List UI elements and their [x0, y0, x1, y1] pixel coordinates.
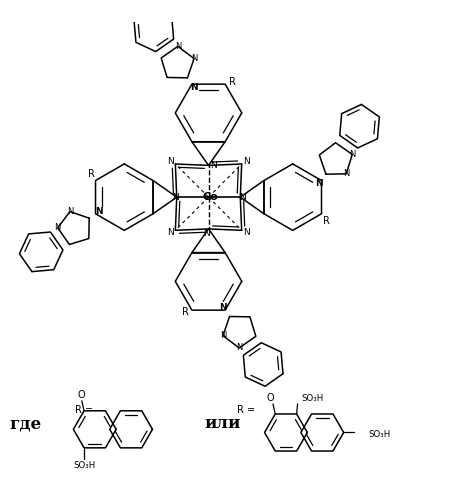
Text: SO₃H: SO₃H — [301, 394, 324, 404]
Text: N: N — [219, 303, 227, 312]
Text: N: N — [190, 83, 198, 92]
Text: N: N — [343, 169, 349, 178]
Text: R: R — [322, 216, 329, 226]
Text: N: N — [316, 179, 323, 188]
Text: N: N — [168, 228, 174, 237]
Text: N: N — [243, 157, 250, 166]
Text: N: N — [220, 331, 226, 340]
Text: N: N — [349, 150, 355, 159]
Text: SO₃H: SO₃H — [73, 461, 95, 470]
Text: N: N — [191, 54, 197, 63]
Text: N: N — [236, 343, 242, 352]
Text: O: O — [267, 394, 274, 404]
Text: SO₃H: SO₃H — [369, 430, 391, 439]
Text: R =: R = — [75, 405, 93, 415]
Text: N: N — [55, 224, 61, 233]
Text: или: или — [205, 415, 241, 432]
Text: Co: Co — [203, 192, 218, 202]
Text: где: где — [10, 415, 42, 432]
Text: N: N — [239, 193, 246, 202]
Text: N: N — [211, 161, 218, 170]
Text: N: N — [95, 207, 102, 216]
Text: R =: R = — [237, 405, 255, 415]
Text: O: O — [78, 390, 86, 400]
Text: R: R — [182, 307, 189, 317]
Text: R: R — [87, 169, 94, 179]
Text: N: N — [172, 193, 179, 202]
Text: N: N — [168, 157, 174, 166]
Text: N: N — [203, 229, 210, 238]
Text: N: N — [243, 228, 250, 237]
Text: N: N — [67, 207, 73, 216]
Text: N: N — [174, 42, 181, 51]
Text: R: R — [229, 77, 235, 87]
